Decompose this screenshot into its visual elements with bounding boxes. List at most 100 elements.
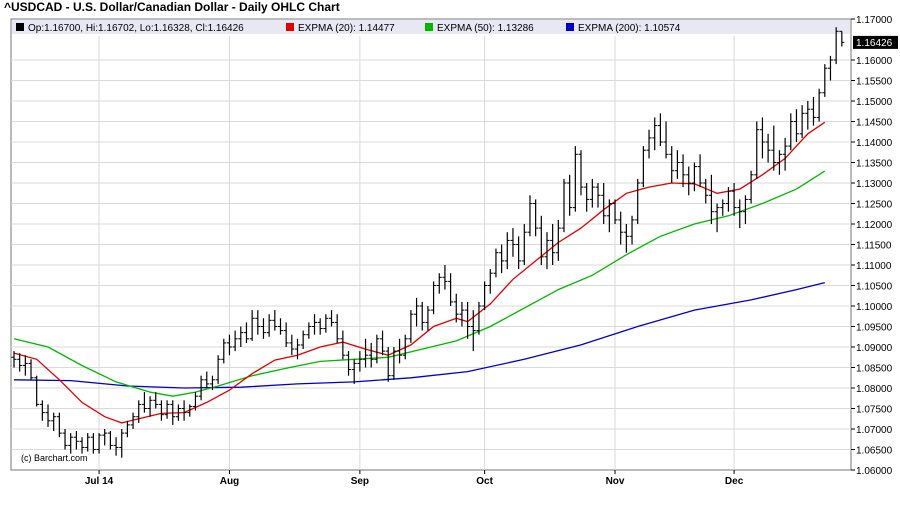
ohlc-bar — [283, 322, 289, 347]
y-tick-label: 1.13000 — [856, 179, 893, 190]
chart-title: ^USDCAD - U.S. Dollar/Canadian Dollar - … — [4, 0, 340, 14]
y-tick-label: 1.12000 — [856, 220, 893, 231]
ohlc-bars — [11, 27, 845, 458]
ohlc-bar — [629, 215, 635, 245]
ohlc-bar — [674, 150, 680, 179]
ohlc-bar — [357, 351, 363, 372]
ohlc-bar — [482, 281, 488, 311]
ohlc-bar — [45, 404, 51, 427]
ohlc-bar — [793, 109, 799, 142]
ohlc-bar — [742, 195, 748, 224]
y-tick-label: 1.12500 — [856, 200, 893, 211]
ohlc-bar — [759, 117, 765, 159]
y-tick-label: 1.15000 — [856, 97, 893, 108]
ohlc-bar — [124, 420, 130, 438]
ohlc-bar — [669, 146, 675, 183]
ohlc-bar — [340, 330, 346, 360]
ohlc-bar — [17, 353, 23, 372]
ohlc-bar — [538, 215, 544, 265]
y-tick-label: 1.08500 — [856, 364, 893, 375]
ohlc-bar — [306, 322, 312, 339]
ohlc-bar — [640, 146, 646, 188]
ohlc-bar — [130, 412, 136, 429]
ohlc-bar — [397, 338, 403, 364]
y-tick-label: 1.14500 — [856, 118, 893, 129]
ohlc-bar — [697, 154, 703, 188]
ohlc-bar — [96, 433, 102, 454]
legend-ema20-swatch — [286, 23, 294, 31]
ohlc-bar — [765, 133, 771, 163]
ohlc-bar — [295, 338, 300, 360]
ohlc-bar — [346, 351, 352, 376]
ohlc-bar — [612, 199, 618, 224]
ohlc-bar — [646, 129, 652, 159]
legend: Op:1.16700, Hi:1.16702, Lo:1.16328, Cl:1… — [16, 23, 681, 34]
y-axis: 1.06000 1.06500 1.07000 1.07500 1.08000 1.085… — [851, 15, 893, 477]
ohlc-bar — [516, 236, 522, 270]
ohlc-bar — [436, 273, 442, 294]
ohlc-bar — [175, 404, 181, 421]
legend-ohlc-swatch — [16, 23, 24, 31]
ohlc-bar — [584, 183, 590, 212]
ohlc-bar — [158, 400, 164, 421]
ohlc-bar — [73, 431, 79, 450]
ohlc-bar — [442, 265, 448, 290]
ohlc-bar — [567, 174, 573, 216]
y-tick-label: 1.09000 — [856, 343, 893, 354]
ohlc-bar — [595, 183, 601, 208]
x-tick-label: Nov — [606, 476, 625, 487]
ohlc-bar — [691, 162, 697, 192]
y-tick-label: 1.11000 — [856, 261, 892, 272]
y-tick-label: 1.14000 — [856, 138, 893, 149]
y-tick-label: 1.13500 — [856, 159, 893, 170]
ohlc-bar — [816, 88, 822, 122]
ohlc-bar — [822, 64, 828, 97]
ohlc-bar — [215, 355, 221, 384]
ohlc-bar — [465, 301, 471, 339]
ohlc-bar — [776, 150, 782, 175]
ohlc-bar — [107, 431, 113, 450]
ohlc-bar — [249, 310, 255, 341]
y-tick-label: 1.16000 — [856, 56, 893, 67]
ohlc-bar — [232, 330, 238, 352]
last-price-label: 1.16426 — [856, 38, 893, 49]
ohlc-bar — [470, 310, 476, 352]
ohlc-bar — [85, 433, 91, 452]
legend-ohlc-text: Op:1.16700, Hi:1.16702, Lo:1.16328, Cl:1… — [28, 23, 244, 34]
y-tick-label: 1.10500 — [856, 282, 893, 293]
ohlc-bar — [533, 199, 539, 237]
ohlc-bar — [561, 178, 567, 233]
ohlc-bar — [289, 334, 295, 356]
ohlc-bar — [39, 400, 45, 421]
ohlc-bar — [11, 351, 17, 368]
ohlc-bar — [28, 359, 34, 380]
y-tick-label: 1.11500 — [856, 241, 892, 252]
ohlc-bar — [385, 347, 391, 382]
ohlc-bar — [737, 199, 743, 229]
ohlc-bar — [62, 429, 68, 450]
ohlc-bar — [147, 396, 153, 417]
ohlc-bar — [226, 334, 232, 356]
ohlc-bar — [323, 314, 329, 333]
ohlc-bar — [680, 154, 686, 188]
ohlc-bar — [238, 326, 244, 347]
ohlc-bar — [754, 121, 760, 179]
ohlc-bar — [657, 113, 663, 147]
ohlc-bar — [606, 199, 612, 233]
ohlc-bar — [277, 318, 283, 335]
ohlc-bar — [748, 170, 754, 204]
x-tick-label: Jul 14 — [85, 476, 114, 487]
ohlc-bar — [635, 178, 641, 224]
ohlc-bar — [544, 232, 550, 270]
ohlc-bar — [771, 125, 777, 171]
ohlc-bar — [164, 400, 170, 419]
ohlc-bar — [510, 228, 516, 257]
ohlc-bar — [312, 314, 318, 335]
x-tick-label: Aug — [220, 476, 239, 487]
ohlc-bar — [363, 338, 369, 368]
ohlc-bar — [555, 219, 561, 261]
legend-ema20-text: EXPMA (20): 1.14477 — [298, 23, 395, 34]
y-tick-label: 1.06000 — [856, 466, 893, 477]
ohlc-bar — [810, 96, 816, 126]
